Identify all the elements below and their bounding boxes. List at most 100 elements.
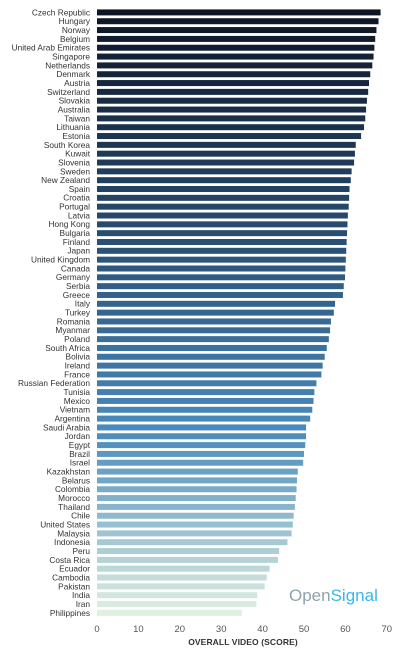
category-label: Egypt [69,440,91,450]
category-label: Saudi Arabia [43,422,90,432]
x-axis-label: OVERALL VIDEO (SCORE) [188,637,298,647]
bar [97,247,347,254]
category-label: Thailand [58,502,90,512]
bar [97,495,296,502]
bar [97,35,376,42]
bar [97,556,278,563]
bar [97,97,367,104]
x-tick-label: 30 [216,624,227,635]
category-label: Sweden [60,166,90,176]
bar [97,477,297,484]
bar [97,380,317,387]
bar [97,601,257,608]
category-label: Hong Kong [48,219,90,229]
category-label: Czech Republic [32,7,90,17]
bar [97,124,365,131]
category-label: Austria [64,78,90,88]
bar [97,309,334,316]
category-label: Russian Federation [18,378,90,388]
category-label: Latvia [68,210,91,220]
bar [97,283,344,290]
bar [97,141,356,148]
bar [97,468,298,475]
bar [97,186,350,193]
category-label: India [72,590,90,600]
category-label: Jordan [65,431,91,441]
bar [97,539,288,546]
category-label: Costa Rica [49,555,90,565]
bar [97,62,373,69]
bar [97,265,346,272]
bar [97,548,280,555]
category-label: Slovakia [59,96,91,106]
category-label: Tunisia [64,387,91,397]
x-tick-label: 20 [175,624,186,635]
bar [97,503,295,510]
category-label: Portugal [59,202,90,212]
category-label: Lithuania [56,122,90,132]
bar [97,230,348,237]
opensignal-logo: OpenSignal [289,586,378,606]
category-label: Singapore [52,51,90,61]
bar [97,450,304,457]
category-label: Spain [69,184,91,194]
bar [97,583,265,590]
bar [97,115,366,122]
bar [97,415,311,422]
bar [97,274,345,281]
bar [97,291,343,298]
bar [97,9,381,16]
category-label: Poland [64,334,90,344]
category-label: Argentina [54,413,90,423]
bar [97,424,307,431]
category-label: Vietnam [60,405,90,415]
category-label: Myanmar [55,325,90,335]
bar [97,106,367,113]
bar [97,406,313,413]
category-label: Bolivia [66,352,91,362]
category-label: United Arab Emirates [12,43,90,53]
category-label: France [64,369,90,379]
bar [97,609,242,616]
bar [97,371,322,378]
x-tick-label: 40 [257,624,268,635]
bar [97,71,371,78]
bar [97,442,306,449]
bar [97,327,331,334]
category-label: Morocco [58,493,90,503]
bar [97,18,379,25]
bar [97,574,267,581]
category-label: Peru [72,546,90,556]
category-label: Cambodia [52,572,90,582]
x-tick-label: 10 [133,624,144,635]
category-label: South Korea [44,140,91,150]
bar [97,433,307,440]
category-label: Kuwait [65,149,91,159]
category-label: Ecuador [59,564,90,574]
x-tick-label: 70 [382,624,393,635]
category-label: Mexico [64,396,91,406]
category-label: Netherlands [45,60,90,70]
category-label: Finland [63,237,91,247]
category-label: Ireland [65,361,91,371]
category-label: Hungary [59,16,91,26]
bar [97,221,348,228]
category-label: Taiwan [64,113,90,123]
category-label: Belarus [62,475,90,485]
x-tick-label: 60 [340,624,351,635]
category-label: Slovenia [58,157,90,167]
category-label: Serbia [66,281,90,291]
bar [97,203,349,210]
category-label: Colombia [55,484,90,494]
x-axis-ticks: 0 10 20 30 40 50 60 70 [94,624,392,635]
category-label: Iran [76,599,91,609]
bar [97,133,362,140]
category-label: Belgium [60,34,90,44]
category-label: Switzerland [47,87,90,97]
bar [97,168,352,175]
category-label: Denmark [56,69,91,79]
bar [97,177,351,184]
category-label: Brazil [69,449,90,459]
category-labels: Czech RepublicHungaryNorwayBelgiumUnited… [12,7,91,617]
